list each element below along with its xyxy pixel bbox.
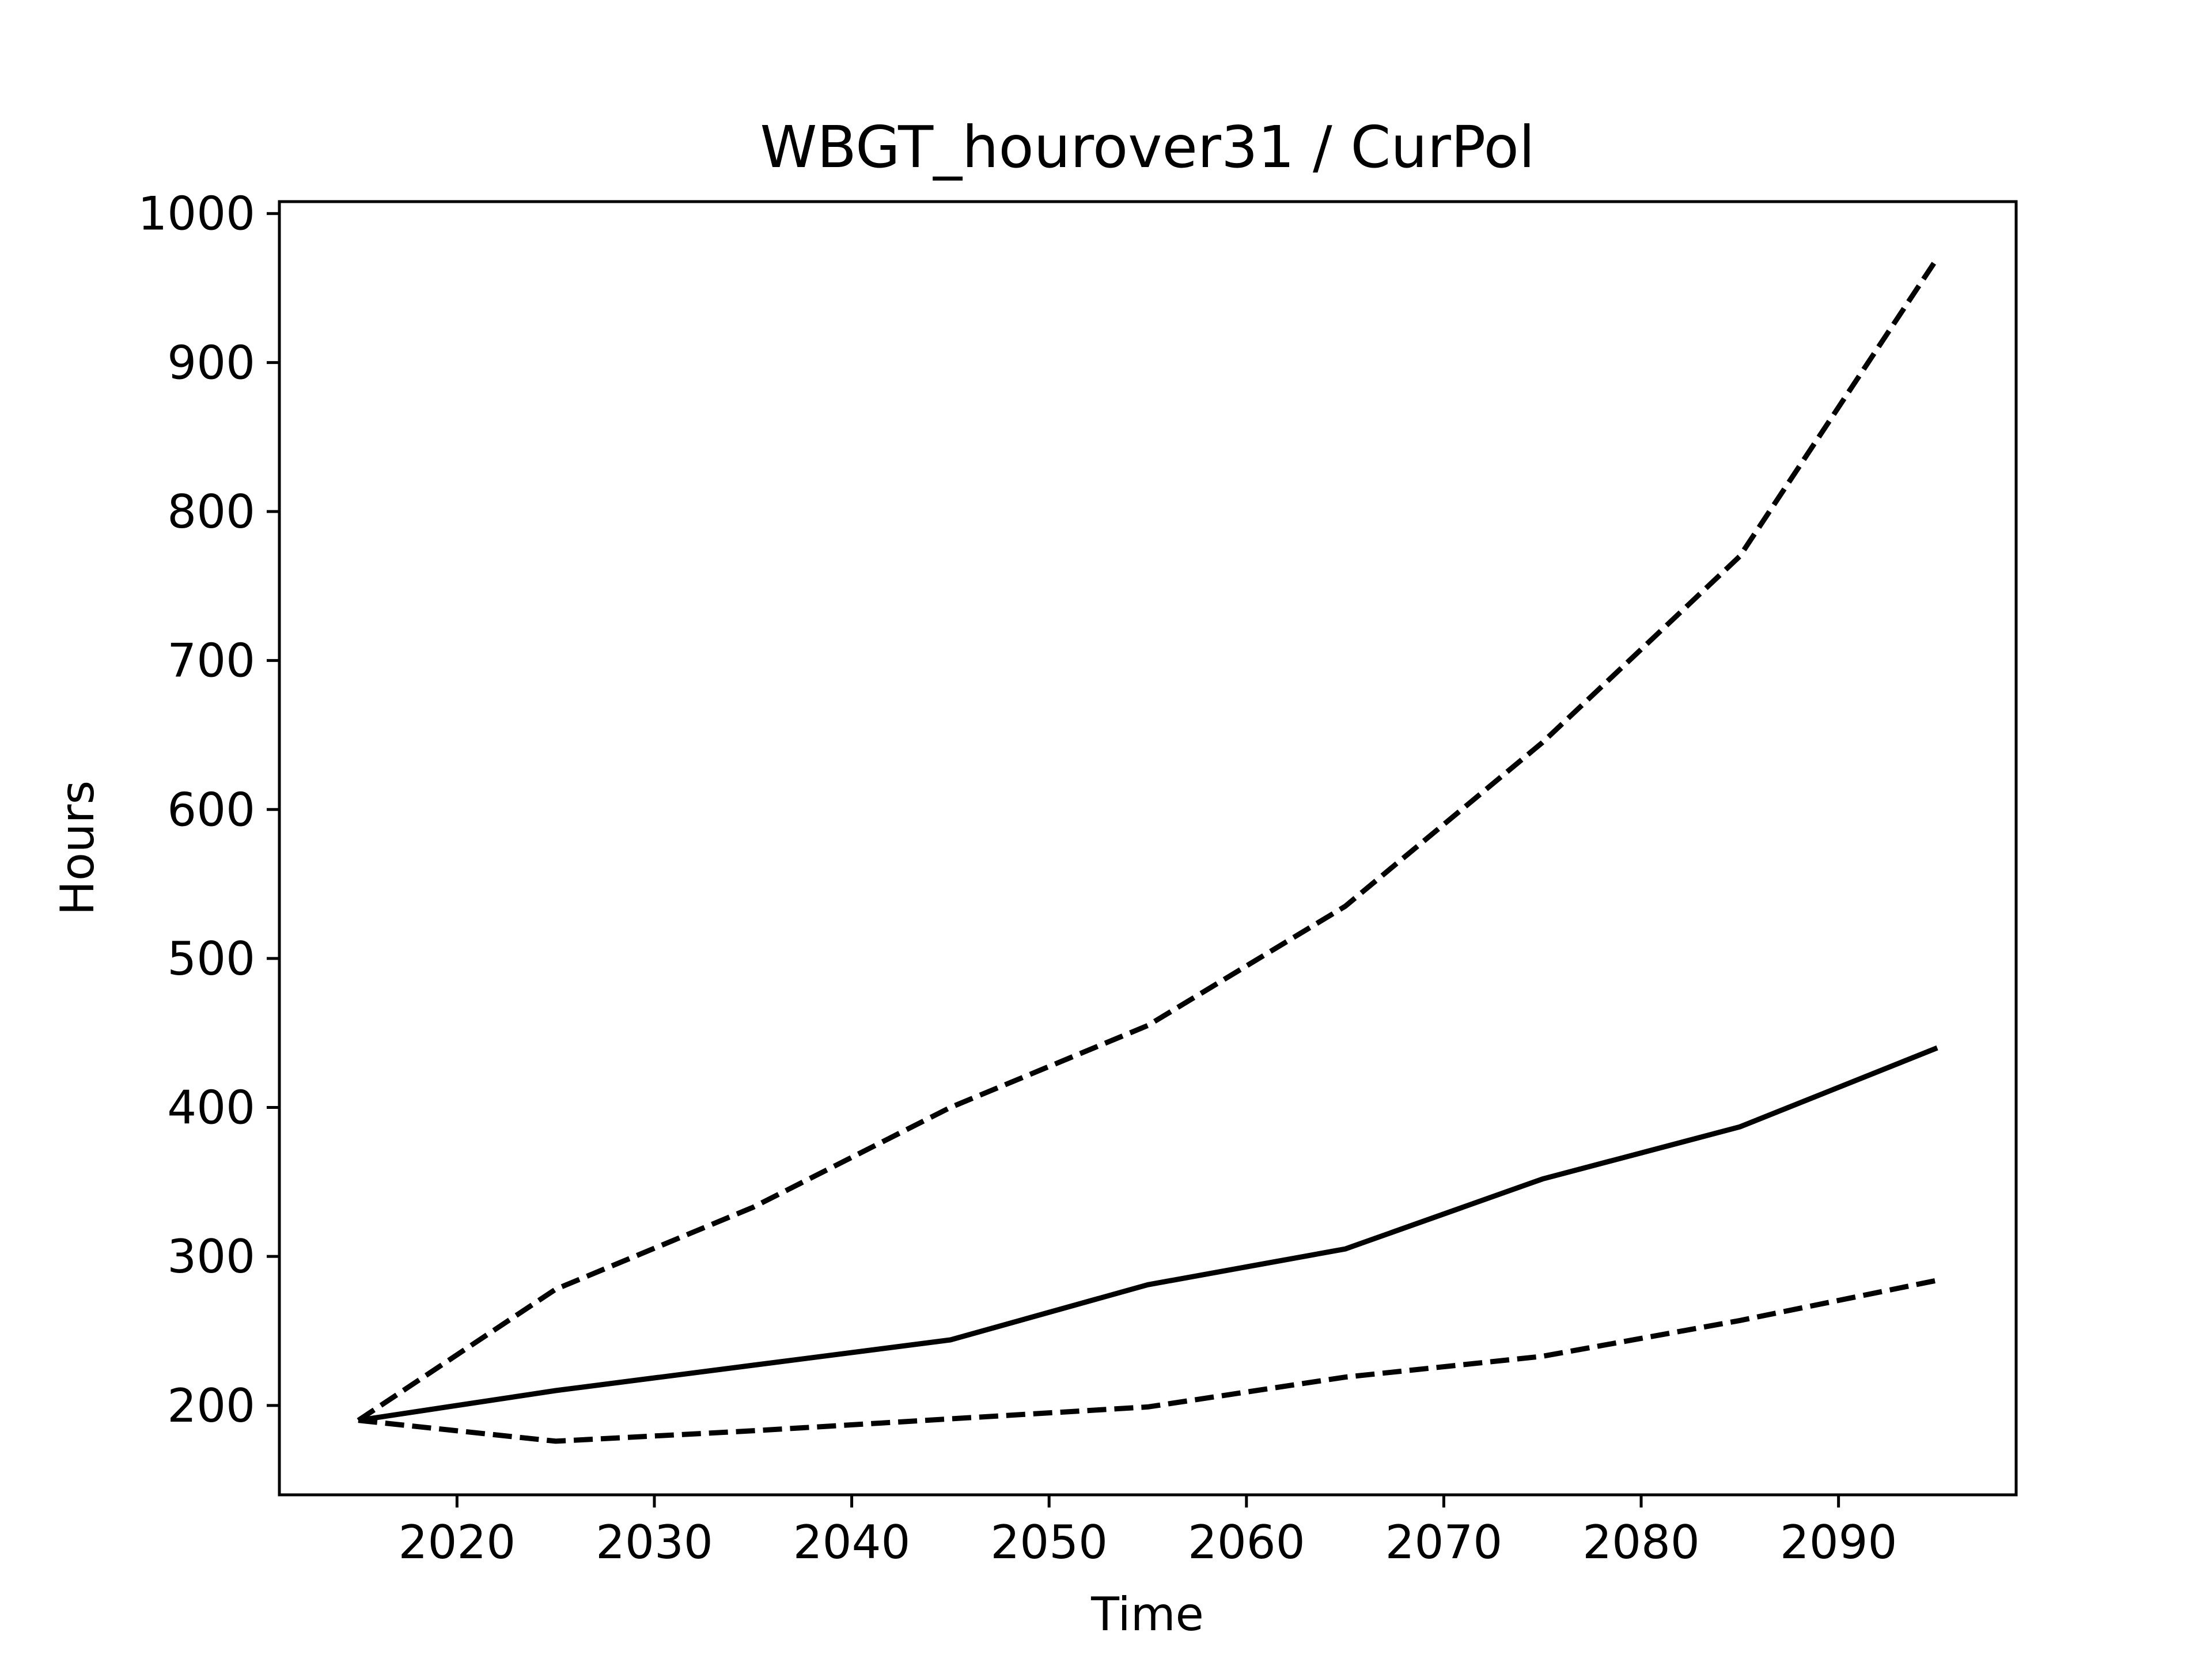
series-line-2	[357, 256, 1940, 1423]
y-tick-label: 300	[167, 1230, 255, 1283]
x-tick-label: 2060	[1188, 1516, 1305, 1569]
x-tick-label: 2030	[596, 1516, 713, 1569]
x-axis-label: Time	[1090, 1588, 1204, 1641]
x-tick-label: 2070	[1385, 1516, 1503, 1569]
y-tick-label: 600	[167, 783, 255, 836]
series-line-1	[358, 1045, 1938, 1423]
series-group	[357, 256, 1940, 1444]
x-tick-label: 2090	[1780, 1516, 1897, 1569]
y-tick-label: 200	[167, 1379, 255, 1433]
plot-area	[278, 200, 2018, 1497]
x-tick-label: 2080	[1582, 1516, 1700, 1569]
plot-frame	[278, 200, 2018, 1497]
x-tick-label: 2050	[990, 1516, 1108, 1569]
x-tick-label: 2040	[793, 1516, 911, 1569]
y-axis: 200 300 400 500 600 700 800 900 1000	[138, 187, 279, 1433]
x-axis: 2020 2030 2040 2050 2060 2070 2080 2090	[399, 1495, 1897, 1569]
y-axis-label: Hours	[51, 781, 104, 915]
series-line-3	[358, 1278, 1938, 1444]
x-tick-label: 2020	[399, 1516, 516, 1569]
chart-title: WBGT_hourover31 / CurPol	[760, 113, 1535, 181]
y-tick-label: 900	[167, 336, 255, 389]
y-tick-label: 1000	[138, 187, 255, 241]
y-tick-label: 500	[167, 932, 255, 986]
y-tick-label: 800	[167, 485, 255, 539]
y-tick-label: 400	[167, 1081, 255, 1135]
y-tick-label: 700	[167, 634, 255, 688]
